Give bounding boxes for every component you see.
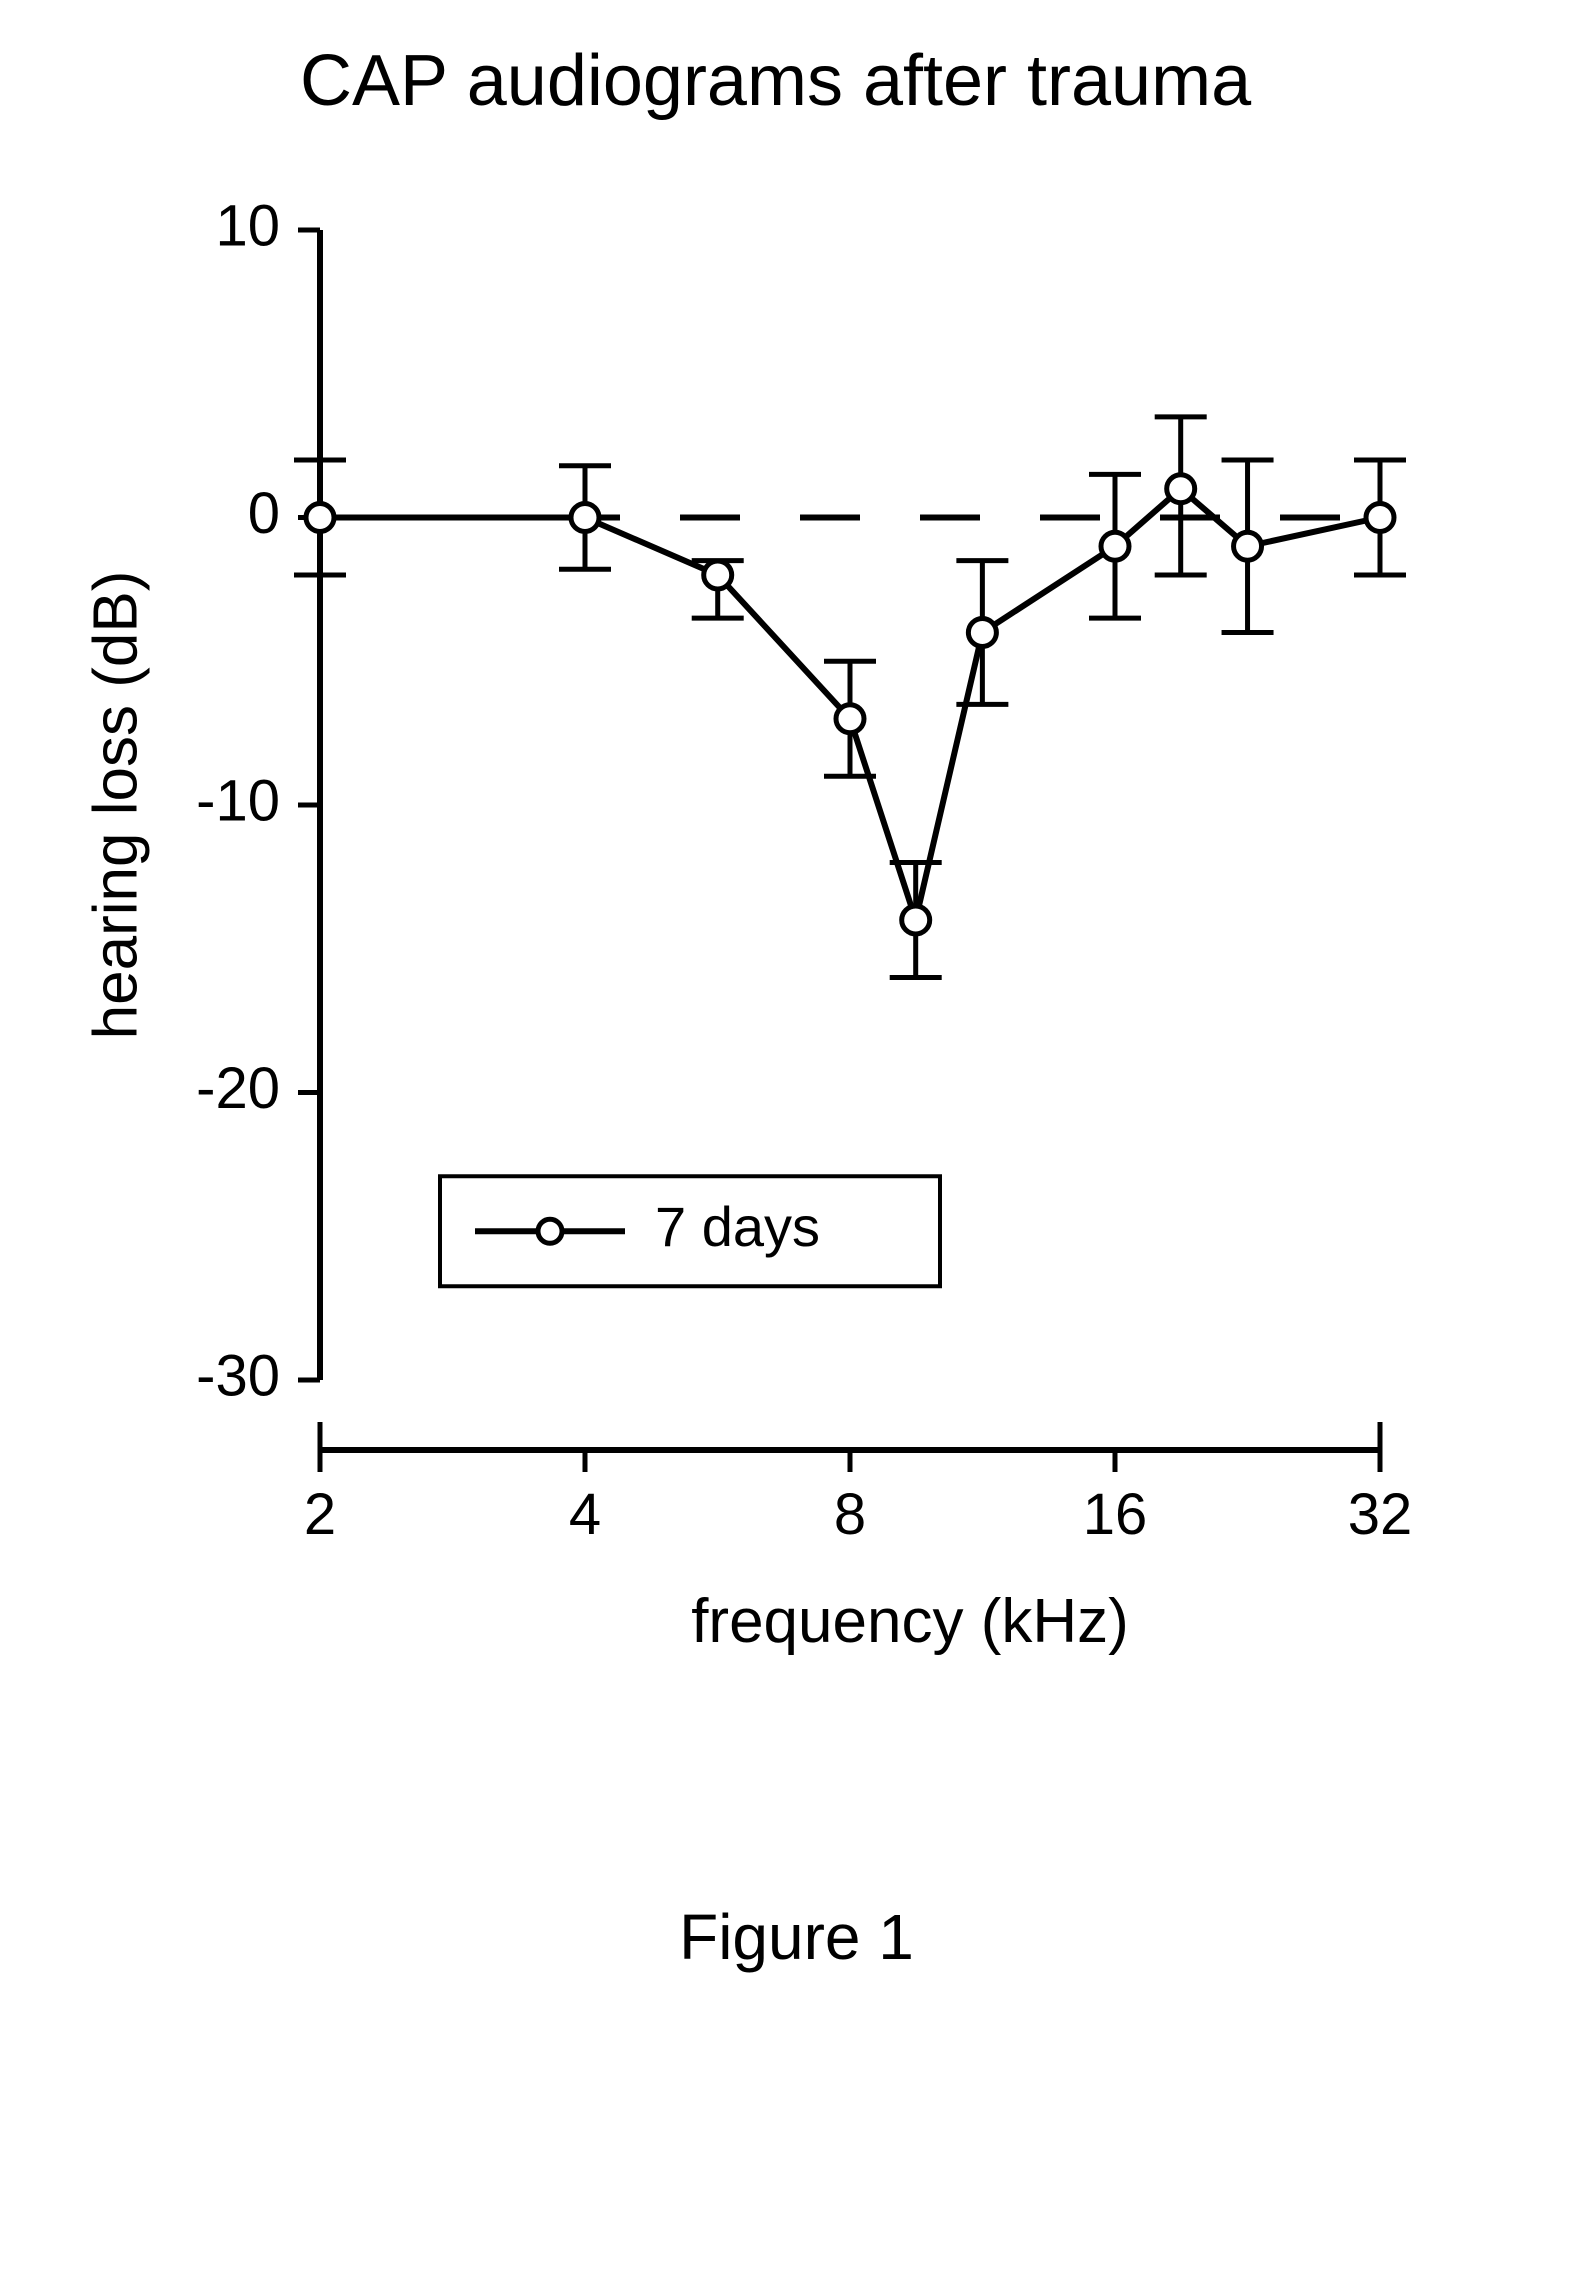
legend-label: 7 days xyxy=(655,1195,820,1258)
chart-container: 10 0 -10 -20 -30 hearing loss (dB) 2 4 8 16 32 freq… xyxy=(0,150,1593,1850)
data-point xyxy=(1366,504,1394,532)
y-tick-label: -10 xyxy=(196,768,280,833)
y-tick-label: 0 xyxy=(248,481,280,546)
data-point xyxy=(836,705,864,733)
data-point xyxy=(1167,475,1195,503)
page: CAP audiograms after trauma 10 0 -10 -20 -30… xyxy=(0,0,1593,2290)
x-tick-label: 32 xyxy=(1348,1482,1413,1547)
x-tick-label: 16 xyxy=(1083,1482,1148,1547)
data-point xyxy=(1101,532,1129,560)
x-tick-label: 4 xyxy=(569,1482,601,1547)
x-axis-label: frequency (kHz) xyxy=(691,1587,1129,1656)
audiogram-chart: 10 0 -10 -20 -30 hearing loss (dB) 2 4 8 16 32 freq… xyxy=(0,150,1593,1850)
data-point xyxy=(902,906,930,934)
data-point xyxy=(968,619,996,647)
data-point xyxy=(571,504,599,532)
x-tick-label: 2 xyxy=(304,1482,336,1547)
figure-caption: Figure 1 xyxy=(0,1900,1593,1974)
y-axis-label: hearing loss (dB) xyxy=(81,571,150,1040)
data-point xyxy=(704,561,732,589)
y-tick-label: -30 xyxy=(196,1343,280,1408)
x-tick-label: 8 xyxy=(834,1482,866,1547)
data-point xyxy=(306,504,334,532)
chart-title: CAP audiograms after trauma xyxy=(300,40,1500,122)
y-tick-label: 10 xyxy=(215,193,280,258)
data-point xyxy=(1234,532,1262,560)
y-tick-label: -20 xyxy=(196,1056,280,1121)
legend-marker-sample xyxy=(538,1219,562,1243)
